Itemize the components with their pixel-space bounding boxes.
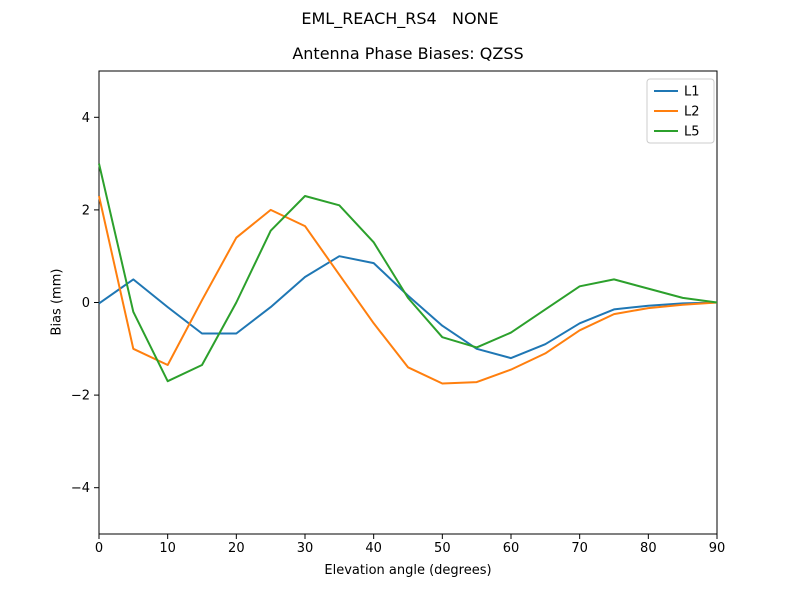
y-axis-tick-label: 2 — [82, 203, 90, 218]
x-axis-tick-label: 0 — [95, 541, 103, 556]
x-axis-tick-label: 50 — [434, 541, 451, 556]
y-axis-tick-label: −2 — [71, 389, 90, 404]
x-axis-label: Elevation angle (degrees) — [324, 563, 492, 578]
y-axis-label: Bias (mm) — [49, 268, 65, 336]
y-axis-tick-label: −4 — [71, 481, 90, 496]
x-axis-tick-label: 90 — [709, 541, 726, 556]
series-line-L1 — [98, 255, 718, 360]
x-axis-tick-label: 60 — [503, 541, 520, 556]
x-axis-tick-label: 80 — [640, 541, 657, 556]
series-line-L5 — [98, 163, 718, 383]
axes-title: Antenna Phase Biases: QZSS — [292, 44, 524, 63]
y-axis-tick-label: 4 — [82, 111, 90, 126]
y-axis-tick-label: 0 — [82, 296, 90, 311]
figure-suptitle: EML_REACH_RS4 NONE — [301, 9, 499, 28]
legend-label-L1: L1 — [684, 85, 700, 100]
x-axis-tick-label: 70 — [571, 541, 588, 556]
series-line-L2 — [98, 195, 718, 385]
legend-frame — [646, 78, 715, 144]
x-axis-tick-label: 10 — [159, 541, 176, 556]
legend-label-L2: L2 — [684, 105, 700, 120]
x-axis-tick-label: 20 — [228, 541, 245, 556]
plot-frame — [98, 70, 718, 535]
x-axis-tick-label: 30 — [297, 541, 314, 556]
x-axis-tick-label: 40 — [365, 541, 382, 556]
legend-label-L5: L5 — [684, 125, 700, 140]
